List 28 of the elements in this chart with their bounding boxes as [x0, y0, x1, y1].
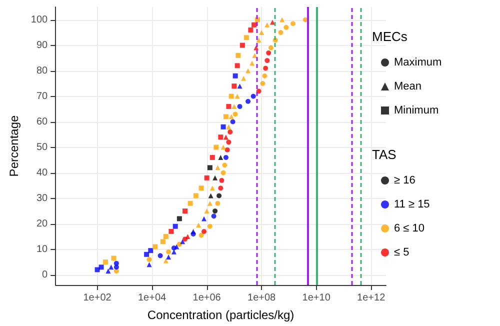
y-tick-label: 20 — [36, 218, 48, 230]
x-tick-label: 1e+02 — [83, 292, 112, 304]
x-tick-label: 1e+04 — [138, 292, 167, 304]
legend-label: ≤ 5 — [394, 246, 410, 258]
legend-label: Mean — [394, 80, 422, 92]
y-axis-title: Percentage — [7, 114, 21, 177]
y-tick-label: 50 — [36, 142, 48, 153]
y-tick-label: 100 — [30, 14, 48, 26]
x-tick-label: 1e+06 — [192, 292, 222, 304]
y-tick-label: 10 — [36, 244, 48, 255]
y-tick-label: 70 — [36, 90, 48, 102]
text: MECs — [372, 29, 408, 44]
x-axis-title: Concentration (particles/kg) — [147, 308, 294, 322]
legend-label: 11 ≥ 15 — [394, 198, 430, 210]
y-tick-label: 60 — [36, 116, 48, 128]
y-tick-label: 0 — [42, 269, 48, 280]
x-tick-label: 1e+10 — [302, 292, 331, 304]
x-tick-label: 1e+12 — [357, 292, 386, 304]
legend-label: Minimum — [394, 104, 439, 116]
y-tick-label: 90 — [36, 40, 48, 51]
legend-label: Maximum — [394, 56, 442, 68]
x-tick-label: 1e+08 — [248, 292, 276, 304]
text: TAS — [372, 147, 396, 162]
y-tick-label: 80 — [36, 65, 48, 76]
legend-label: 6 ≤ 10 — [394, 222, 425, 234]
y-tick-label: 40 — [36, 167, 48, 178]
legend-label: ≥ 16 — [394, 174, 416, 186]
y-tick-label: 30 — [36, 192, 48, 204]
